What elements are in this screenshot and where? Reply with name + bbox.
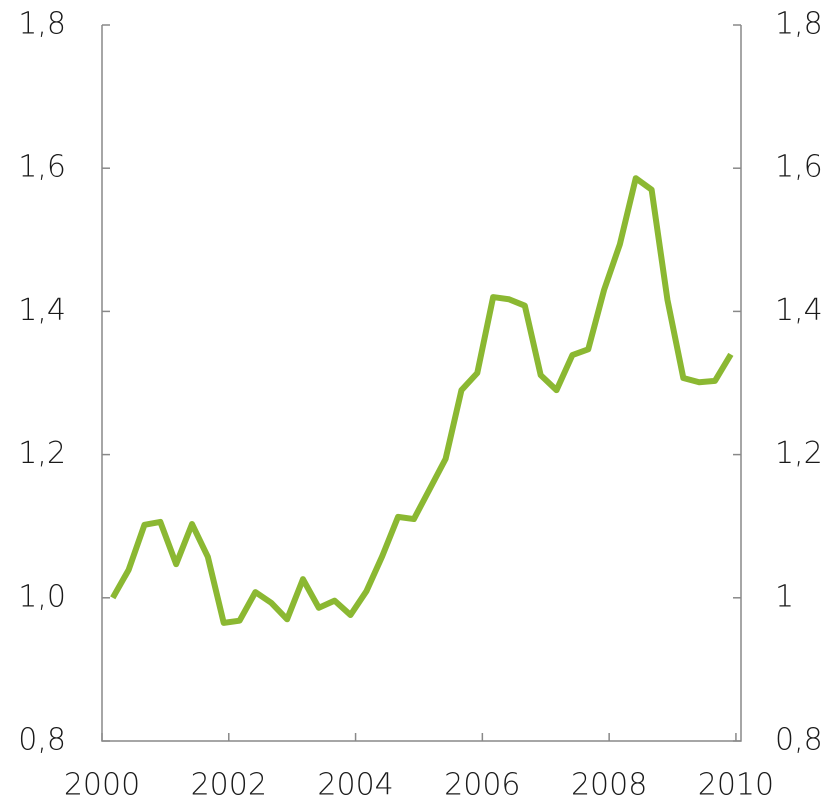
y-tick-label: 1,0 [18,579,66,614]
y2-tick-label: 1,4 [775,293,823,328]
x-tick-label: 2006 [444,768,520,803]
x-tick-label: 2004 [317,768,393,803]
y-tick-label: 1,8 [18,7,66,42]
line [110,175,734,626]
y-tick-label: 0,8 [18,723,66,758]
y-tick-label: 1,6 [18,150,66,185]
y2-tick-label: 0,8 [775,723,823,758]
x-tick-label: 2002 [191,768,267,803]
y2-tick-label: 1,6 [775,150,823,185]
y-tick-label: 1,4 [18,293,66,328]
x-tick-label: 2010 [698,768,774,803]
y2-tick-label: 1 [775,579,794,614]
x-tick-label: 2000 [64,768,140,803]
y2-tick-label: 1,2 [775,436,823,471]
y2-tick-label: 1,8 [775,7,823,42]
plot-frame [101,25,742,742]
y-tick-label: 1,2 [18,436,66,471]
x-tick-label: 2008 [571,768,647,803]
